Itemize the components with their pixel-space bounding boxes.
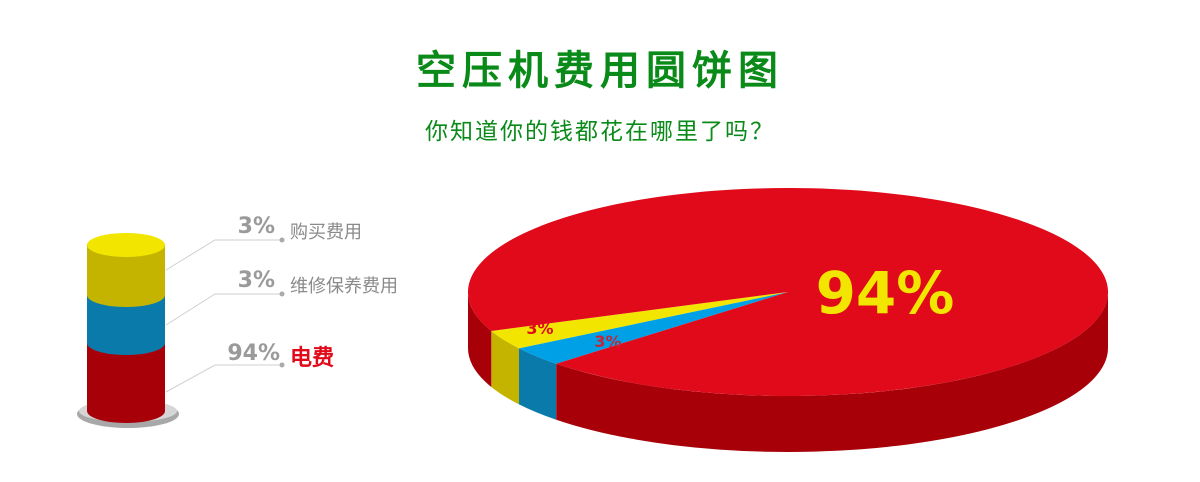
chart-subtitle: 你知道你的钱都花在哪里了吗？ <box>425 119 775 145</box>
pie-data-label: 3% <box>526 319 553 338</box>
pie-slice-购买费用 <box>491 292 788 349</box>
leader-dot <box>279 237 285 243</box>
leader-line <box>165 293 282 326</box>
pie-slice-电费 <box>468 187 1109 396</box>
leader-dot <box>279 362 285 368</box>
cylinder-band <box>87 245 165 307</box>
leader-line <box>165 239 282 271</box>
leader-line <box>165 364 282 393</box>
pie-side-购买费用 <box>491 330 520 405</box>
legend-pct-purchase: 3% <box>237 214 275 239</box>
pie-slice-维修保养费用 <box>519 292 788 364</box>
cylinder-band <box>87 343 165 423</box>
cylinder-band-top <box>87 233 165 257</box>
legend-pct-maintenance: 3% <box>237 268 275 293</box>
leader-dot <box>279 291 285 297</box>
pie-side-电费 <box>468 292 492 387</box>
legend-label-electricity: 电费 <box>290 346 335 371</box>
legend-label-maintenance: 维修保养费用 <box>290 276 398 297</box>
pie-side-维修保养费用 <box>519 348 557 420</box>
chart-title: 空压机费用圆饼图 <box>416 48 784 94</box>
legend-pct-electricity: 94% <box>227 341 280 366</box>
pie-data-label: 94% <box>816 259 955 327</box>
pie-data-label: 3% <box>594 332 621 351</box>
cylinder-band <box>87 295 165 355</box>
pie-side-电费 <box>556 292 1108 452</box>
legend-label-purchase: 购买费用 <box>290 222 362 243</box>
